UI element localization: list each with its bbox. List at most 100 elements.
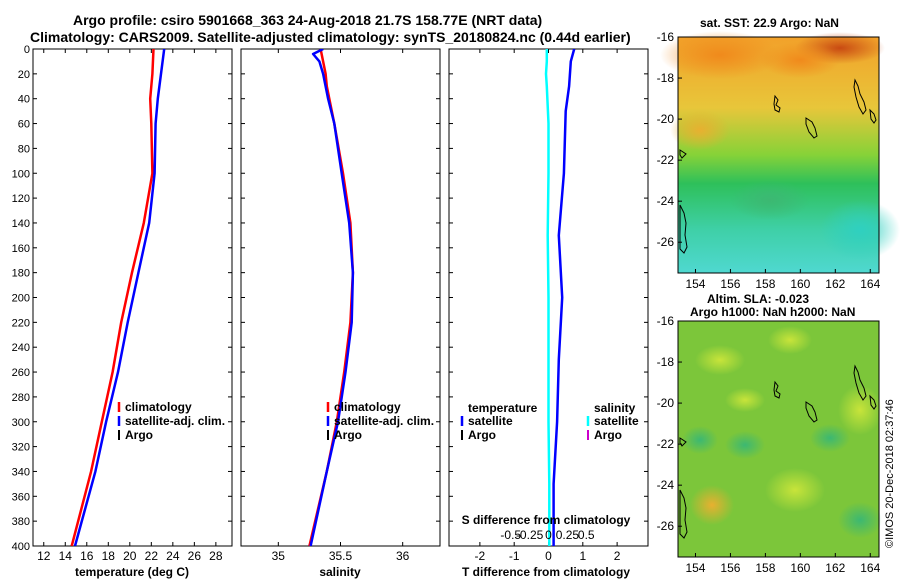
lat-tick-label: -24: [657, 194, 675, 208]
t-difference-label: T difference from climatology: [462, 565, 630, 579]
title-line-2: Climatology: CARS2009. Satellite-adjuste…: [30, 29, 631, 45]
legend-t-satellite-label: satellite: [468, 414, 513, 428]
depth-tick-label: 80: [18, 143, 30, 155]
x-tick-label: 36: [396, 549, 410, 563]
temperature-panel: 0 20 40 60 80 100 120 140 160 180 200 220 240 260 280 3…: [12, 44, 233, 579]
temperature-legend: climatology satellite-adj. clim. Argo: [117, 400, 225, 442]
depth-tick-label: 180: [12, 268, 30, 280]
depth-tick-label: 320: [12, 442, 30, 454]
sst-map-title: sat. SST: 22.9 Argo: NaN: [700, 16, 839, 30]
lat-tick-label: -26: [657, 235, 675, 249]
depth-tick-label: 300: [12, 417, 30, 429]
s-tick-label: -0.25: [516, 528, 544, 542]
lat-tick-label: -24: [657, 478, 675, 492]
sla-high-patch: [768, 326, 812, 354]
satellite-line: [309, 49, 355, 546]
lon-tick-label: 156: [720, 561, 740, 575]
salinity-x-axis: 35 35.5 36: [272, 49, 410, 563]
legend-climatology-label: climatology: [125, 400, 192, 414]
sst-map: -16 -18 -20 -22 -24 -26 154 156 158 160 162 164: [657, 30, 900, 291]
depth-tick-label: 260: [12, 367, 30, 379]
x-tick-label: 12: [37, 549, 51, 563]
sst-warm-patch: [670, 110, 730, 150]
lat-tick-label: -22: [657, 437, 675, 451]
sla-high-patch: [695, 345, 745, 375]
depth-tick-label: 60: [18, 119, 30, 131]
lat-tick-label: -16: [657, 314, 675, 328]
sst-lon-axis: 154 156 158 160 162 164: [685, 269, 881, 291]
title-line-1: Argo profile: csiro 5901668_363 24-Aug-2…: [73, 12, 543, 28]
temperature-x-axis: 12 14 16 18 20 22 24 26 28: [37, 49, 223, 563]
lon-tick-label: 162: [825, 561, 845, 575]
x-tick-label: 28: [209, 549, 223, 563]
x-tick-label: 1: [579, 549, 586, 563]
lat-tick-label: -26: [657, 519, 675, 533]
s-tick-label: 0.25: [556, 528, 580, 542]
depth-tick-label: 0: [24, 44, 30, 56]
sst-frame: [677, 36, 880, 274]
sla-lat-axis: -16 -18 -20 -22 -24 -26: [657, 314, 682, 533]
depth-tick-label: 20: [18, 69, 30, 81]
sst-warm-patch: [760, 42, 840, 78]
x-tick-label: 35.5: [329, 549, 353, 563]
depth-tick-label: 340: [12, 466, 30, 478]
x-tick-label: 0: [545, 549, 552, 563]
s-difference-label: S difference from climatology: [462, 513, 631, 527]
x-tick-label: 14: [59, 549, 73, 563]
sst-lat-axis: -16 -18 -20 -22 -24 -26: [657, 30, 682, 249]
lon-tick-label: 162: [825, 277, 845, 291]
legend-salinity-title: salinity: [594, 401, 636, 415]
satellite-line: [73, 49, 166, 546]
depth-tick-label: 360: [12, 491, 30, 503]
sla-low-patch: [838, 502, 882, 538]
legend-temperature-title: temperature: [468, 401, 538, 415]
depth-tick-label: 40: [18, 94, 30, 106]
lon-tick-label: 154: [685, 277, 705, 291]
depth-tick-label: 140: [12, 218, 30, 230]
sla-low-patch: [682, 426, 718, 454]
lon-tick-label: 156: [720, 277, 740, 291]
depth-tick-label: 400: [12, 541, 30, 553]
x-tick-label: -2: [475, 549, 486, 563]
lat-tick-label: -20: [657, 396, 675, 410]
legend-t-argo-label: Argo: [468, 428, 496, 442]
x-tick-label: 24: [166, 549, 180, 563]
temperature-x-label: temperature (deg C): [75, 565, 189, 579]
depth-tick-label: 240: [12, 342, 30, 354]
sla-lon-axis: 154 156 158 160 162 164: [685, 553, 881, 575]
lon-tick-label: 154: [685, 561, 705, 575]
lon-tick-label: 158: [755, 277, 775, 291]
depth-tick-label: 280: [12, 392, 30, 404]
depth-tick-label: 200: [12, 293, 30, 305]
sla-low-patch: [725, 431, 765, 459]
s-difference-axis: -0.5-0.25 0 0.250.5: [500, 528, 594, 542]
x-tick-label: 35: [272, 549, 286, 563]
x-tick-label: 2: [614, 549, 621, 563]
depth-tick-label: 120: [12, 193, 30, 205]
s-satellite-line: [544, 49, 551, 546]
s-tick-label: 0.5: [578, 528, 595, 542]
sst-coastline: [679, 78, 877, 254]
depth-tick-label: 380: [12, 516, 30, 528]
sla-map: -16 -18 -20 -22 -24 -26 154 156 158 160 162 164: [657, 314, 882, 575]
legend-satellite-label: satellite-adj. clim.: [125, 414, 225, 428]
sla-frame: [677, 320, 880, 558]
t-satellite-line: [552, 49, 576, 546]
lon-tick-label: 164: [860, 277, 880, 291]
lat-tick-label: -18: [657, 355, 675, 369]
s-tick-label: 0: [545, 528, 552, 542]
sla-high-patch: [690, 485, 734, 525]
difference-depth-ticks: [449, 48, 648, 547]
legend-climatology-label: climatology: [334, 400, 401, 414]
salinity-depth-ticks: [241, 48, 440, 547]
legend-argo-label: Argo: [125, 428, 153, 442]
x-tick-label: 20: [123, 549, 137, 563]
sst-cool-patch: [730, 180, 810, 220]
depth-tick-label: 220: [12, 317, 30, 329]
lat-tick-label: -18: [657, 71, 675, 85]
x-tick-label: 22: [145, 549, 159, 563]
depth-tick-label: 160: [12, 243, 30, 255]
difference-panel: -2 -1 0 1 2 temperature satellite Argo salin…: [448, 48, 649, 579]
x-tick-label: 26: [188, 549, 202, 563]
x-tick-label: 18: [102, 549, 116, 563]
